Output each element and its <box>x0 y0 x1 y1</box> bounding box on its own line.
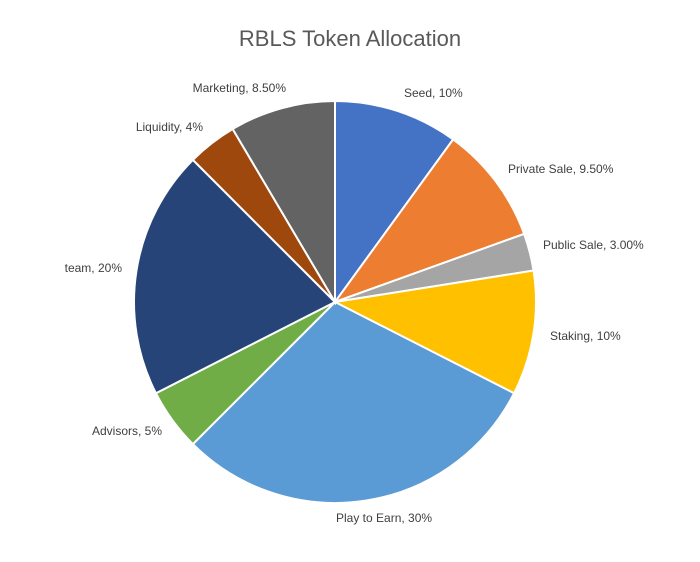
pie-slice-private-sale <box>332 137 526 305</box>
data-label-private-sale: Private Sale, 9.50% <box>508 162 614 176</box>
data-label-play-to-earn: Play to Earn, 30% <box>336 511 432 525</box>
pie-slice-marketing <box>231 99 336 306</box>
pie-slice-staking <box>331 269 537 395</box>
pie-slice-play-to-earn <box>191 300 516 504</box>
data-label-advisors: Advisors, 5% <box>92 424 162 438</box>
pie-slice-seed <box>334 99 455 306</box>
data-label-liquidity: Liquidity, 4% <box>136 120 203 134</box>
data-label-staking: Staking, 10% <box>550 329 621 343</box>
pie-slice-team <box>133 158 337 395</box>
data-label-seed: Seed, 10% <box>404 86 463 100</box>
chart-title: RBLS Token Allocation <box>238 26 462 51</box>
data-label-team: team, 20% <box>65 261 123 275</box>
data-label-public-sale: Public Sale, 3.00% <box>543 238 644 252</box>
data-label-marketing: Marketing, 8.50% <box>193 81 287 95</box>
